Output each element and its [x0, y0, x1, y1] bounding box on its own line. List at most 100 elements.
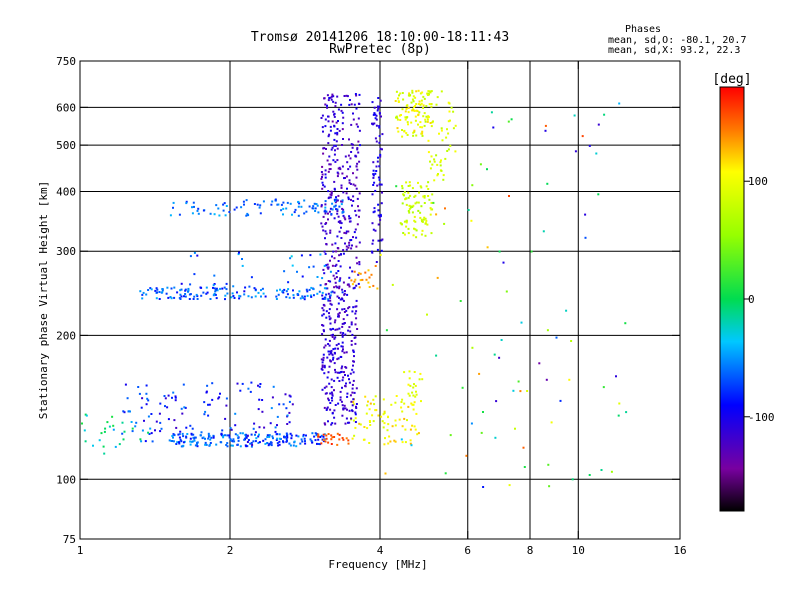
- data-point: [325, 264, 328, 267]
- data-point: [329, 280, 332, 283]
- data-point: [444, 472, 447, 475]
- data-point: [185, 200, 188, 203]
- data-point: [346, 161, 349, 164]
- data-point: [325, 310, 328, 313]
- data-point: [257, 435, 260, 438]
- data-point: [334, 105, 337, 108]
- data-point: [255, 437, 258, 440]
- data-point: [320, 204, 323, 207]
- data-point: [584, 213, 587, 216]
- data-point: [364, 271, 367, 274]
- data-point: [233, 208, 236, 211]
- data-point: [342, 191, 345, 194]
- data-point: [282, 403, 285, 406]
- data-point: [322, 439, 325, 441]
- data-point: [139, 290, 142, 293]
- data-point: [359, 279, 362, 282]
- data-point: [221, 429, 224, 432]
- data-point: [207, 403, 209, 406]
- data-point: [319, 436, 322, 438]
- data-point: [290, 437, 293, 440]
- data-point: [335, 208, 338, 211]
- data-point: [340, 200, 343, 203]
- data-point: [322, 353, 325, 356]
- data-point: [189, 437, 192, 440]
- data-point: [189, 440, 192, 443]
- data-point: [355, 245, 358, 248]
- data-point: [326, 376, 329, 379]
- data-point: [358, 261, 361, 263]
- data-point: [218, 214, 221, 217]
- data-point: [346, 187, 348, 190]
- data-point: [131, 427, 134, 430]
- data-point: [289, 444, 292, 447]
- data-point: [363, 426, 366, 428]
- data-point: [338, 433, 341, 436]
- data-point: [242, 200, 245, 203]
- data-point: [233, 297, 236, 299]
- data-point: [544, 129, 547, 132]
- data-point: [349, 183, 352, 185]
- data-point: [420, 99, 423, 102]
- data-point: [225, 404, 228, 407]
- data-point: [185, 202, 188, 205]
- data-point: [336, 147, 339, 150]
- data-point: [336, 175, 339, 178]
- data-point: [413, 371, 416, 373]
- data-point: [262, 439, 265, 442]
- data-point: [419, 216, 422, 219]
- data-point: [321, 187, 324, 190]
- data-point: [241, 258, 243, 260]
- data-point: [545, 378, 548, 381]
- data-point: [180, 407, 183, 410]
- data-point: [443, 222, 446, 225]
- data-point: [426, 223, 429, 226]
- data-point: [233, 440, 236, 443]
- data-point: [405, 219, 408, 222]
- data-point: [257, 441, 260, 444]
- data-point: [302, 433, 305, 436]
- data-point: [471, 184, 474, 187]
- data-point: [396, 127, 399, 130]
- data-point: [571, 478, 574, 481]
- data-point: [377, 176, 380, 179]
- data-point: [321, 388, 324, 391]
- data-point: [213, 213, 216, 216]
- data-point: [278, 433, 281, 436]
- data-point: [610, 470, 613, 473]
- data-point: [354, 323, 357, 326]
- data-point: [279, 288, 281, 291]
- data-point: [324, 297, 327, 300]
- data-point: [426, 118, 429, 121]
- data-point: [330, 434, 333, 437]
- data-point: [324, 392, 327, 395]
- data-point: [379, 213, 382, 216]
- data-point: [149, 287, 152, 290]
- data-point: [320, 358, 323, 361]
- data-point: [444, 207, 446, 210]
- data-point: [413, 215, 416, 218]
- data-point: [302, 435, 305, 438]
- data-point: [486, 246, 489, 249]
- data-point: [250, 445, 253, 448]
- data-point: [333, 291, 336, 294]
- y-axis-label: Stationary phase Virtual Height [km]: [37, 181, 50, 419]
- data-point: [179, 430, 182, 433]
- data-point: [312, 294, 315, 297]
- y-tick-label: 300: [56, 245, 76, 258]
- data-point: [230, 444, 233, 447]
- data-point: [340, 109, 343, 112]
- data-point: [379, 153, 382, 156]
- data-point: [185, 436, 188, 439]
- data-point: [411, 391, 414, 394]
- data-point: [267, 434, 270, 437]
- data-point: [354, 184, 357, 187]
- data-point: [373, 181, 376, 184]
- data-point: [193, 295, 196, 298]
- data-point: [327, 292, 330, 295]
- data-point: [330, 148, 333, 151]
- data-point: [420, 218, 423, 221]
- data-point: [308, 288, 311, 291]
- data-point: [324, 169, 327, 172]
- data-point: [343, 322, 346, 324]
